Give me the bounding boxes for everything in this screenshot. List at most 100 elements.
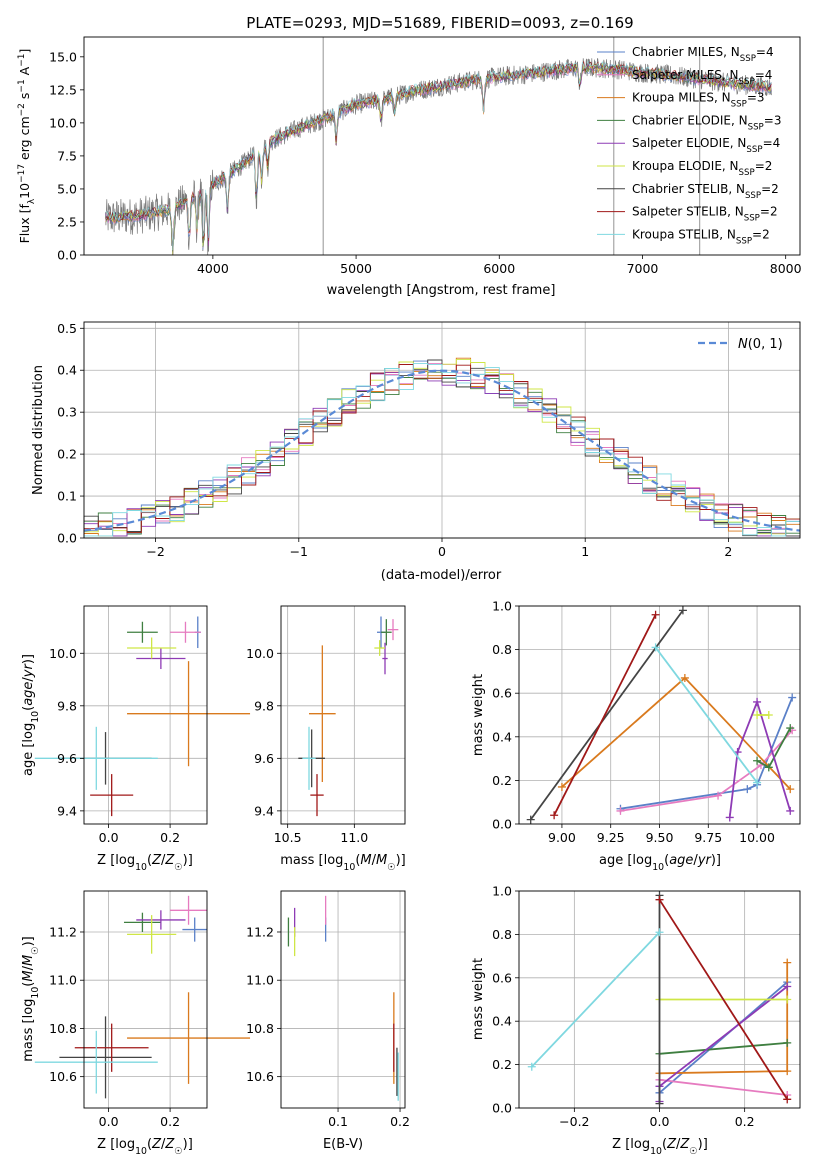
- y-tick-label: 9.6: [254, 751, 274, 766]
- x-tick-label: 9.75: [694, 830, 722, 845]
- x-tick-label: 1: [581, 544, 589, 559]
- y-axis-label: age [log10(age/yr)]: [21, 654, 41, 776]
- y-tick-label: 0.5: [57, 321, 77, 336]
- y-tick-label: 0.8: [492, 927, 512, 942]
- marker-kroupa_miles: [783, 1067, 792, 1076]
- y-tick-label: 0.0: [57, 248, 77, 263]
- y-tick-label: 10.8: [246, 1021, 274, 1036]
- axes-frame: [83, 36, 801, 256]
- x-tick-label: 0.0: [99, 1114, 119, 1129]
- series-chabrier_miles: [620, 697, 794, 810]
- y-tick-label: 9.4: [254, 803, 274, 818]
- y-axis-label: Flux [fλ10−17 erg cm−2 s−1 A−1]: [17, 49, 37, 244]
- y-tick-label: 0.8: [492, 642, 512, 657]
- marker-chabrier_elodie: [786, 724, 795, 733]
- series-salpeter_miles: [659, 1078, 788, 1096]
- plot-area-residuals: [83, 357, 801, 538]
- x-tick-label: −2: [146, 544, 164, 559]
- axes-frame: [518, 890, 801, 1109]
- x-tick-label: 0.0: [650, 1114, 670, 1129]
- x-tick-label: 11.0: [340, 830, 368, 845]
- axes-spectrum: 4000 5000 6000 7000 8000 0.0 2.5 5.0 7.5 10.0 12.5…: [49, 36, 802, 276]
- marker-salpeter_stelib: [655, 895, 664, 904]
- x-tick-label: 9.50: [646, 830, 674, 845]
- x-tick-label: 2: [724, 544, 732, 559]
- y-tick-label: 10.6: [246, 1069, 274, 1084]
- x-tick-label: 0.2: [160, 1114, 180, 1129]
- marker-kroupa_miles: [786, 785, 795, 794]
- marker-chabrier_elodie: [764, 763, 773, 772]
- series-kroupa_stelib: [654, 646, 758, 784]
- axes-age_vs_mass: 10.5 11.0 9.4 9.6 9.8 10.0: [246, 605, 406, 845]
- axes-weight_vs_Z: −0.2 0.0 0.2 0.0 0.2 0.4 0.6 0.8 1.0: [492, 884, 801, 1129]
- x-axis-label: (data-model)/error: [381, 568, 502, 583]
- y-tick-label: 0.3: [57, 405, 77, 420]
- x-tick-label: 10.00: [739, 830, 775, 845]
- x-tick-label: 0.1: [328, 1114, 348, 1129]
- y-tick-label: 0.2: [492, 773, 512, 788]
- x-tick-label: 8000: [770, 261, 802, 276]
- marker-kroupa_miles: [557, 782, 566, 791]
- y-tick-label: 10.0: [49, 646, 77, 661]
- y-tick-label: 0.0: [492, 817, 512, 832]
- plot-area-age_vs_mass: [298, 616, 399, 817]
- y-axis-label: Normed distribution: [31, 365, 46, 495]
- x-tick-label: 4000: [197, 261, 229, 276]
- y-tick-label: 15.0: [49, 49, 77, 64]
- marker-salpeter_elodie: [725, 813, 734, 822]
- x-tick-label: 0.2: [735, 1114, 755, 1129]
- x-axis-label: mass [log10(M/M☉)]: [280, 853, 406, 873]
- x-tick-label: 0.2: [390, 1114, 410, 1129]
- series-salpeter_miles: [620, 729, 793, 812]
- y-tick-label: 9.6: [57, 751, 77, 766]
- y-tick-label: 7.5: [57, 148, 77, 163]
- x-tick-label: 6000: [483, 261, 515, 276]
- y-tick-label: 1.0: [492, 884, 512, 899]
- marker-chabrier_stelib: [655, 1099, 664, 1108]
- axes-frame: [280, 890, 406, 1109]
- normal-curve: [83, 369, 801, 532]
- y-tick-label: 11.2: [49, 924, 77, 939]
- legend-label: Salpeter ELODIE, NSSP=4: [632, 136, 780, 155]
- marker-chabrier_miles: [788, 693, 797, 702]
- histogram-kroupa_stelib: [83, 363, 800, 538]
- marker-kroupa_elodie: [783, 995, 792, 1004]
- marker-kroupa_miles: [783, 958, 792, 967]
- legend-normal-label: N(0, 1): [738, 337, 783, 352]
- y-tick-label: 10.6: [49, 1069, 77, 1084]
- marker-chabrier_elodie: [783, 1038, 792, 1047]
- y-tick-label: 11.0: [49, 973, 77, 988]
- marker-salpeter_stelib: [783, 1095, 792, 1104]
- x-tick-label: 7000: [627, 261, 659, 276]
- x-axis-label: wavelength [Angstrom, rest frame]: [327, 283, 556, 298]
- plot-area-spectrum: [105, 37, 772, 256]
- y-tick-label: 9.4: [57, 803, 77, 818]
- marker-kroupa_stelib: [753, 778, 762, 787]
- marker-salpeter_stelib: [651, 610, 660, 619]
- y-axis-label: mass weight: [471, 958, 486, 1040]
- x-tick-label: 9.25: [597, 830, 625, 845]
- x-axis-label: E(B-V): [323, 1137, 363, 1152]
- x-tick-label: −1: [290, 544, 308, 559]
- series-chabrier_stelib: [529, 609, 684, 821]
- marker-chabrier_stelib: [678, 606, 687, 615]
- x-axis-label: age [log10(age/yr)]: [599, 853, 721, 873]
- y-tick-label: 2.5: [57, 214, 77, 229]
- marker-kroupa_stelib: [651, 643, 660, 652]
- y-tick-label: 10.0: [246, 646, 274, 661]
- y-tick-label: 11.0: [246, 973, 274, 988]
- y-tick-label: 12.5: [49, 82, 77, 97]
- plot-area-age_vs_Z: [34, 616, 251, 817]
- x-axis-label: Z [log10(Z/Z☉)]: [97, 1137, 193, 1157]
- x-axis-label: Z [log10(Z/Z☉)]: [97, 853, 193, 873]
- axes-frame: [83, 890, 208, 1109]
- legend-label: Salpeter MILES, NSSP=4: [632, 68, 772, 87]
- x-tick-label: 0.2: [160, 830, 180, 845]
- legend-label: Kroupa ELODIE, NSSP=2: [632, 159, 772, 178]
- x-tick-label: 5000: [340, 261, 372, 276]
- y-tick-label: 0.2: [492, 1057, 512, 1072]
- x-tick-label: 10.5: [274, 830, 302, 845]
- axes-frame: [83, 321, 801, 539]
- legend-label: Chabrier MILES, NSSP=4: [632, 45, 774, 64]
